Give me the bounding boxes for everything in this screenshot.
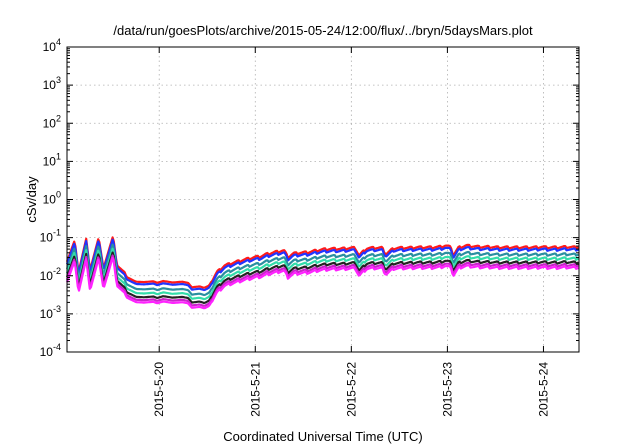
y-tick-label: 10-4 — [40, 342, 61, 359]
series-line-3 — [65, 243, 579, 297]
x-tick-label: 2015-5-24 — [536, 362, 550, 417]
y-tick-label: 103 — [43, 75, 61, 92]
y-tick-label: 104 — [43, 37, 61, 54]
x-tick-label: 2015-5-22 — [344, 362, 358, 417]
series-line-2 — [65, 238, 579, 292]
x-axis-label: Coordinated Universal Time (UTC) — [223, 429, 422, 444]
series-layer — [65, 236, 579, 310]
x-tick-label: 2015-5-21 — [248, 362, 262, 417]
y-tick-label: 101 — [43, 151, 61, 168]
series-line-7 — [65, 256, 579, 310]
plot-frame — [66, 46, 580, 353]
series-line-6 — [65, 254, 579, 307]
ticks-layer: 10-4 10-3 10-2 10-1 100 101 102 103 104 2015-5-20… — [40, 37, 579, 417]
y-tick-label: 10-1 — [40, 228, 61, 245]
y-tick-label: 102 — [43, 113, 61, 130]
grid-layer — [67, 47, 579, 352]
y-tick-label: 100 — [43, 190, 61, 207]
y-axis-label: cSv/day — [24, 176, 39, 223]
x-tick-label: 2015-5-23 — [440, 362, 454, 417]
series-line-4 — [65, 247, 579, 301]
series-line-5 — [65, 251, 579, 304]
x-tick-label: 2015-5-20 — [152, 362, 166, 417]
y-tick-label: 10-3 — [40, 304, 61, 321]
series-line-1 — [65, 236, 579, 289]
y-tick-label: 10-2 — [40, 266, 61, 283]
chart-title: /data/run/goesPlots/archive/2015-05-24/1… — [113, 23, 533, 38]
